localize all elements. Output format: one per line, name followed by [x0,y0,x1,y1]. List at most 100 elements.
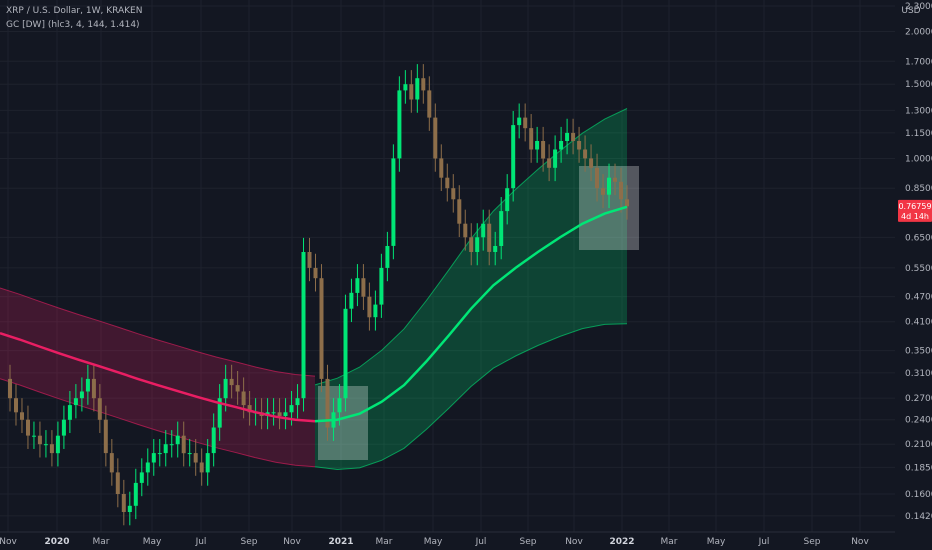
price-axis: 2.30000 2.00000 1.70000 1.50000 1.30000 1.150… [898,2,932,522]
candle-body [403,84,408,91]
price-tick-label: 1.70000 [905,57,932,67]
price-tick-label: 0.18500 [905,463,932,473]
candle-body [43,444,48,446]
time-tick-label: May [143,537,162,547]
price-tick-label: 0.21000 [905,440,932,450]
chart-legend: XRP / U.S. Dollar, 1W, KRAKEN GC [DW] (h… [6,4,142,32]
candle-body [313,267,318,279]
candle-body [343,308,348,399]
current-price-badge [898,199,932,222]
bear-centerline [0,332,316,423]
time-tick-label: Mar [661,537,678,547]
candle-body [469,237,474,252]
candle-body [32,435,36,437]
candle-body [55,435,60,454]
candle-body [175,435,180,445]
candle-body [307,252,312,268]
time-tick-label: Nov [851,537,869,547]
candle-body [349,292,354,309]
candle-body [409,84,414,100]
candle-body [553,149,558,168]
price-tick-label: 1.50000 [905,80,932,90]
candle-body [301,252,306,399]
candle-body [421,78,426,91]
candle-body [571,132,576,141]
candle-body [247,405,252,413]
time-tick-label: May [424,537,443,547]
price-tick-label: 0.85000 [905,184,932,194]
candle-body [73,398,78,406]
candle-body [145,462,150,473]
candle-body [385,246,390,268]
candle-body [415,78,420,100]
candle-body [493,246,498,252]
candle-body [457,199,462,224]
candles [8,64,629,526]
candle-body [199,462,204,473]
candle-body [271,412,276,414]
candle-body [85,378,90,392]
candle-body [325,378,330,428]
candle-body [193,453,198,463]
price-tick-label: 0.47000 [905,293,932,303]
candle-body [559,141,564,150]
price-tick-label: 1.30000 [905,106,932,116]
candle-body [463,223,468,238]
price-tick-label: 0.24000 [905,416,932,426]
candle-body [475,237,480,252]
price-tick-label: 0.35000 [905,347,932,357]
candle-body [8,378,12,399]
candle-body [613,177,617,182]
price-tick-label: 0.41000 [905,318,932,328]
candle-body [37,435,42,445]
price-tick-label: 1.15000 [905,129,932,139]
candle-body [529,128,534,150]
price-tick-label: 0.27000 [905,394,932,404]
candle-body [337,398,342,413]
candle-body [49,444,54,454]
bear-band-upper [0,287,316,377]
price-tick-label: 1.00000 [905,154,932,164]
candle-body [151,453,156,463]
candle-body [211,427,216,454]
candle-body [205,453,210,473]
candle-body [451,188,456,200]
price-tick-label: 0.31000 [905,369,932,379]
candle-body [541,141,546,159]
candle-body [379,267,384,305]
candle-body [127,505,132,512]
time-tick-label: May [707,537,726,547]
candle-body [295,398,300,406]
candle-body [583,149,588,159]
candle-body [79,391,84,399]
time-tick-label: 2020 [44,537,69,547]
time-tick-label: Jul [475,537,487,547]
candle-body [229,378,234,386]
time-tick-label: Nov [283,537,301,547]
price-tick-label: 2.30000 [905,2,932,12]
candle-body [397,90,402,159]
candle-body [187,453,192,455]
time-tick-label: 2021 [328,537,353,547]
candle-body [499,211,504,246]
symbol-title: XRP / U.S. Dollar, 1W, KRAKEN [6,6,143,16]
price-tick-label: 0.14200 [905,512,932,522]
bull-band-fill [315,108,627,470]
candle-body [577,141,582,150]
candle-body [157,453,162,455]
candle-body [427,90,432,118]
candle-body [361,278,366,297]
candle-body [223,378,228,399]
candle-body [487,223,492,252]
time-tick-label: Sep [241,537,258,547]
candle-body [625,199,629,207]
candle-body [289,405,294,413]
candle-body [517,117,522,126]
candle-body [283,412,288,416]
price-tick-label: 0.55000 [905,264,932,274]
countdown-label: 4d 14h [901,212,929,221]
candle-body [601,188,605,195]
candle-body [535,141,540,150]
candle-body [163,444,168,454]
